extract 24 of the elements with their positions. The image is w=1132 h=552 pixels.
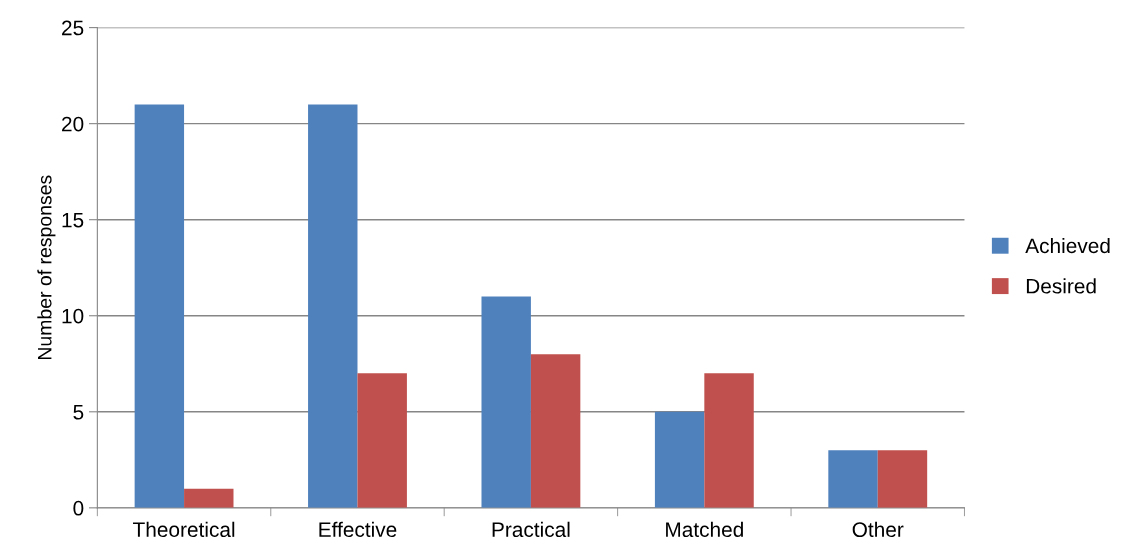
x-tick-label: Other (852, 521, 904, 538)
bar (357, 373, 407, 508)
bar (134, 104, 185, 508)
y-axis-title: Number of responses (37, 175, 56, 360)
y-tick-label: 25 (62, 20, 84, 36)
legend-label: Achieved (1025, 237, 1110, 254)
y-tick-label: 10 (62, 308, 84, 324)
bar (877, 450, 928, 508)
bar (704, 373, 754, 508)
x-tick-label: Effective (319, 521, 397, 538)
x-tick-label: Practical (492, 521, 570, 538)
bar (308, 104, 358, 508)
bar (481, 296, 531, 508)
bar (530, 354, 581, 508)
y-tick-label: 20 (62, 116, 84, 132)
bar (654, 411, 705, 508)
x-tick-label: Matched (666, 521, 743, 538)
bar (184, 488, 234, 508)
x-tick-label: Theoretical (133, 521, 235, 538)
y-tick-label: 15 (62, 212, 84, 228)
bar (828, 450, 878, 508)
y-tick-label: 0 (73, 500, 84, 516)
legend-label: Desired (1026, 278, 1096, 294)
y-tick-label: 5 (73, 405, 84, 420)
